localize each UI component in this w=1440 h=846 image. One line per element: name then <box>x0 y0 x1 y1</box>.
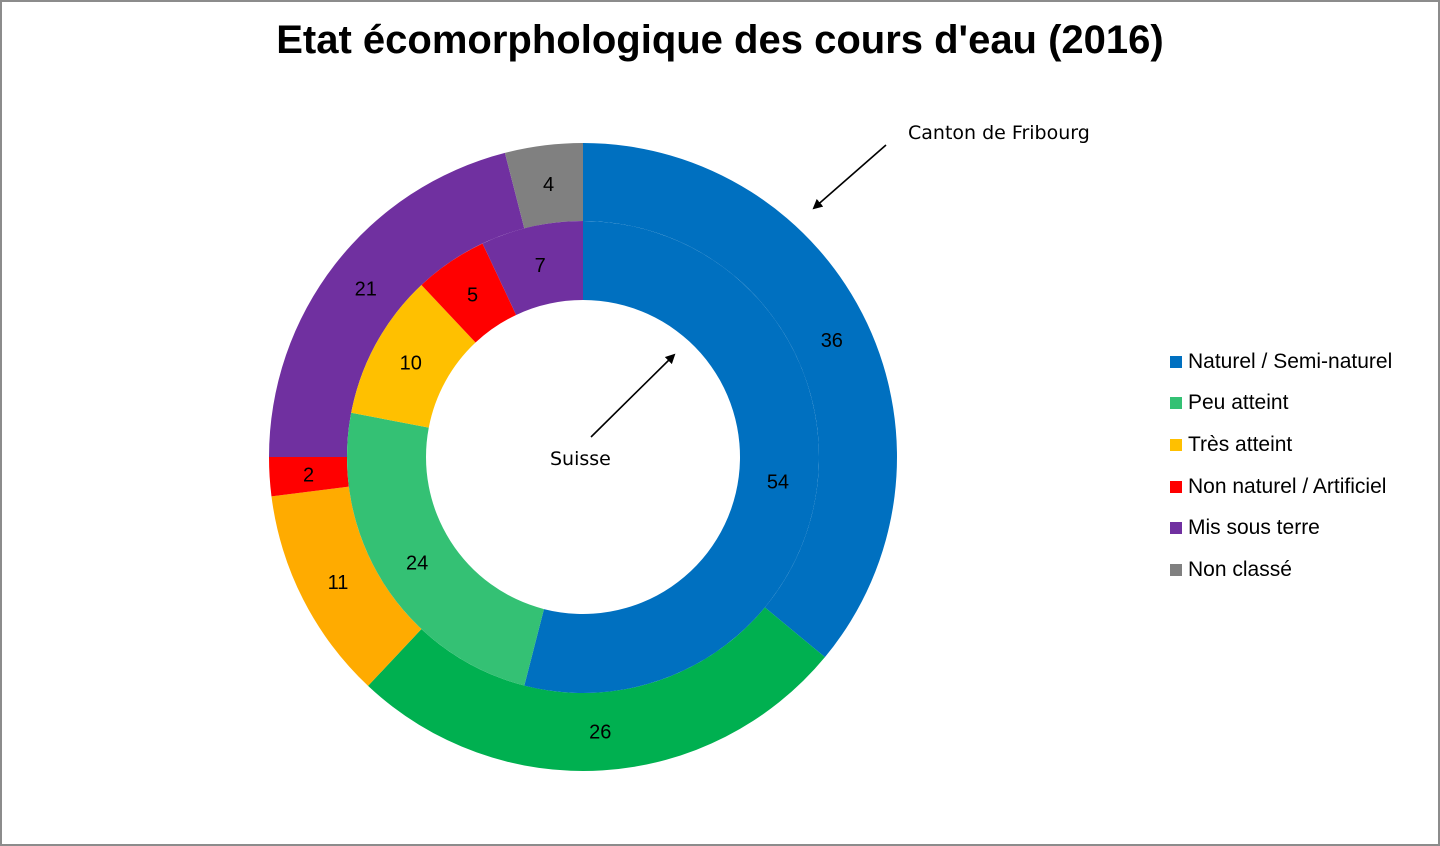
suisse-segment <box>524 221 820 693</box>
fribourg-value-label: 2 <box>303 464 314 486</box>
suisse-value-label: 54 <box>767 472 789 494</box>
fribourg-segment <box>583 143 897 658</box>
legend-swatch-icon <box>1170 438 1182 451</box>
legend-swatch-icon <box>1170 397 1182 410</box>
fribourg-arrow-icon <box>812 144 887 210</box>
fribourg-segment <box>269 152 525 458</box>
suisse-segment <box>351 284 476 428</box>
suisse-arrow-icon <box>590 353 676 438</box>
legend-swatch-icon <box>1170 480 1182 493</box>
legend-item-peu-atteint: Peu atteint <box>1170 383 1392 425</box>
suisse-segment <box>482 221 583 315</box>
suisse-segment <box>347 412 544 686</box>
fribourg-value-label: 4 <box>543 174 554 196</box>
legend-item-non-classe: Non classé <box>1170 549 1392 591</box>
fribourg-segment <box>504 143 583 229</box>
suisse-value-label: 10 <box>400 352 422 374</box>
annotation-suisse: Suisse <box>550 448 611 470</box>
fribourg-value-label: 36 <box>821 330 843 352</box>
fribourg-value-label: 26 <box>589 721 611 743</box>
outer-ring-fribourg <box>269 143 897 771</box>
fribourg-segment <box>368 607 825 771</box>
suisse-segment <box>421 243 517 343</box>
legend-item-non-naturel: Non naturel / Artificiel <box>1170 466 1392 508</box>
legend-swatch-icon <box>1170 563 1182 576</box>
suisse-value-label: 5 <box>467 284 478 306</box>
annotation-canton-de-fribourg: Canton de Fribourg <box>908 122 1090 144</box>
inner-ring-suisse <box>347 221 820 693</box>
suisse-value-label: 24 <box>406 552 428 574</box>
legend-swatch-icon <box>1170 355 1182 368</box>
fribourg-value-label: 21 <box>355 278 377 300</box>
legend-swatch-icon <box>1170 522 1182 535</box>
chart-title: Etat écomorphologique des cours d'eau (2… <box>276 18 1164 62</box>
suisse-value-label: 7 <box>535 255 546 277</box>
legend-item-tres-atteint: Très atteint <box>1170 424 1392 466</box>
legend: Naturel / Semi-naturel Peu atteint Très … <box>1170 341 1392 591</box>
legend-item-naturel: Naturel / Semi-naturel <box>1170 341 1392 383</box>
data-labels: 36 26 11 2 21 4 54 24 10 5 7 <box>303 174 843 743</box>
fribourg-value-label: 11 <box>328 572 349 594</box>
fribourg-segment <box>269 457 349 497</box>
fribourg-segment <box>271 486 422 686</box>
legend-item-mis-sous-terre: Mis sous terre <box>1170 507 1392 549</box>
